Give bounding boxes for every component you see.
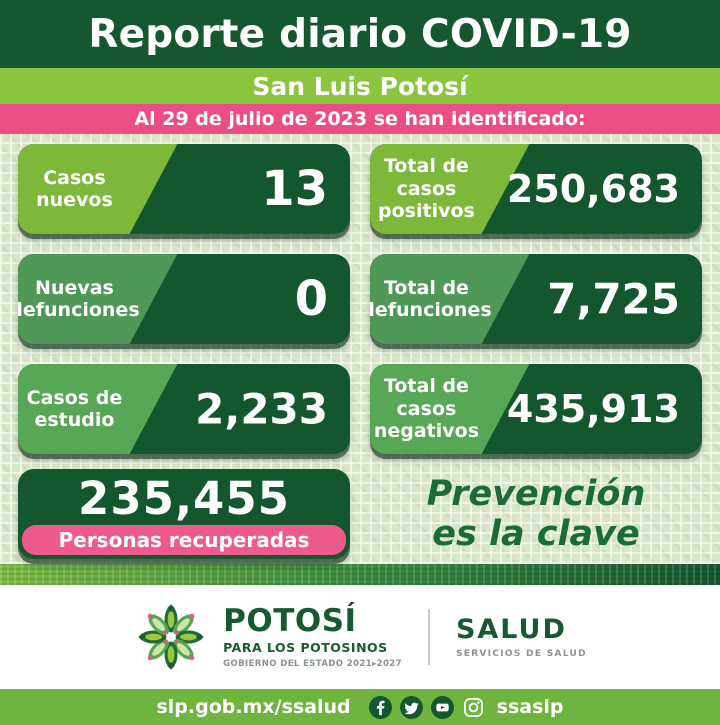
- footer: POTOSÍ PARA LOS POTOSINOS GOBIERNO DEL E…: [0, 585, 720, 689]
- bottom-row: 235,455 Personas recuperadas Prevención …: [18, 469, 702, 559]
- bottom-bar: slp.gob.mx/ssalud ssaslp: [0, 689, 720, 725]
- stat-label: Total de casos positivos: [378, 155, 475, 223]
- slogan-block: Prevención es la clave: [370, 469, 702, 559]
- date-banner-text: Al 29 de julio de 2023 se han identifica…: [134, 108, 586, 130]
- brand-name: POTOSÍ: [223, 602, 357, 639]
- stat-card-accent: Nuevas defunciones: [18, 254, 178, 344]
- stat-value: 0: [294, 271, 328, 327]
- stat-card-accent: Total de defunciones: [370, 254, 530, 344]
- stats-grid: Casos nuevos 13 Total de casos positivos…: [18, 144, 702, 454]
- stat-card-accent: Total de casos negativos: [370, 364, 530, 454]
- header-band: Reporte diario COVID-19: [0, 0, 720, 68]
- stat-label: Total de casos negativos: [373, 375, 480, 443]
- brand-government: GOBIERNO DEL ESTADO 2021▸2027: [223, 658, 402, 669]
- stat-card-casos-nuevos: Casos nuevos 13: [18, 144, 350, 234]
- stat-card-nuevas-defunciones: Nuevas defunciones 0: [18, 254, 350, 344]
- youtube-icon: [430, 695, 454, 719]
- social-handle: ssaslp: [496, 696, 564, 718]
- stat-card-accent: Casos nuevos: [18, 144, 178, 234]
- stat-card-casos-estudio: Casos de estudio 2,233: [18, 364, 350, 454]
- stat-value: 7,725: [547, 274, 680, 324]
- date-band: Al 29 de julio de 2023 se han identifica…: [0, 104, 720, 134]
- recovered-card: 235,455 Personas recuperadas: [18, 469, 350, 559]
- stat-value: 13: [261, 161, 328, 217]
- stats-area: Casos nuevos 13 Total de casos positivos…: [0, 134, 720, 564]
- slogan-text: Prevención es la clave: [426, 473, 646, 554]
- transition-strip: [0, 564, 720, 585]
- stat-value: 250,683: [506, 167, 680, 211]
- stat-value: 2,233: [195, 384, 328, 434]
- recovered-value: 235,455: [78, 472, 290, 525]
- stat-label: Nuevas defunciones: [18, 276, 140, 321]
- page-title: Reporte diario COVID-19: [88, 11, 632, 57]
- potosi-logo-text: POTOSÍ PARA LOS POTOSINOS GOBIERNO DEL E…: [223, 602, 402, 669]
- stat-label: Total de defunciones: [370, 276, 492, 321]
- subtitle-band: San Luis Potosí: [0, 68, 720, 104]
- stat-label: Casos de estudio: [26, 386, 123, 431]
- org-name: SALUD: [455, 613, 567, 645]
- stat-label: Casos nuevos: [36, 166, 113, 211]
- potosi-emblem-icon: [138, 604, 204, 670]
- recovered-banner: Personas recuperadas: [22, 525, 346, 555]
- facebook-icon: [368, 695, 392, 719]
- org-subtitle: SERVICIOS DE SALUD: [455, 648, 587, 659]
- stat-card-accent: Total de casos positivos: [370, 144, 530, 234]
- stat-card-total-positivos: Total de casos positivos 250,683: [370, 144, 702, 234]
- twitter-icon: [399, 695, 423, 719]
- stat-card-total-defunciones: Total de defunciones 7,725: [370, 254, 702, 344]
- stat-card-total-negativos: Total de casos negativos 435,913: [370, 364, 702, 454]
- website-url: slp.gob.mx/ssalud: [156, 696, 351, 718]
- salud-logo-lockup: SALUD SERVICIOS DE SALUD: [456, 616, 587, 659]
- footer-divider: [427, 609, 430, 665]
- instagram-icon: [463, 697, 483, 717]
- recovered-label: Personas recuperadas: [58, 528, 310, 552]
- state-name: San Luis Potosí: [252, 71, 468, 101]
- stat-value: 435,913: [506, 387, 680, 431]
- stat-card-accent: Casos de estudio: [18, 364, 178, 454]
- potosi-logo-lockup: POTOSÍ PARA LOS POTOSINOS GOBIERNO DEL E…: [133, 599, 402, 675]
- brand-tagline: PARA LOS POTOSINOS: [223, 639, 388, 655]
